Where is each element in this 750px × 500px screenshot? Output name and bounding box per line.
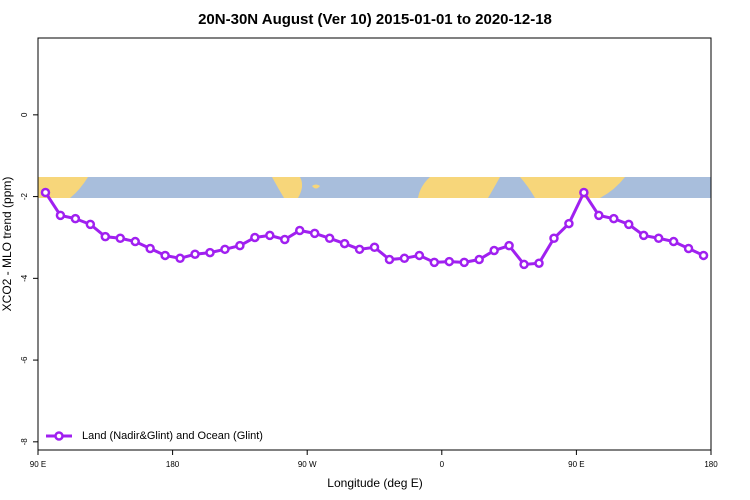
point: [698, 250, 709, 261]
point: [638, 230, 649, 241]
point: [294, 225, 305, 236]
point: [594, 210, 604, 221]
point: [653, 233, 664, 244]
point: [609, 213, 619, 224]
point: [549, 233, 559, 244]
map-band: [38, 177, 711, 198]
point: [579, 187, 589, 198]
point: [459, 257, 469, 268]
point: [40, 187, 51, 198]
x-tick-label: 0: [440, 460, 445, 469]
point: [384, 254, 395, 265]
point: [130, 236, 140, 247]
point: [339, 238, 350, 249]
point: [55, 210, 66, 221]
point: [519, 259, 529, 270]
point: [623, 219, 634, 230]
x-tick-label: 180: [166, 460, 180, 469]
y-tick-label: -6: [20, 356, 29, 364]
point: [190, 249, 200, 259]
point: [265, 230, 275, 241]
y-tick-label: -4: [20, 274, 29, 282]
point: [429, 257, 440, 268]
series-line: [44, 189, 705, 266]
point: [444, 256, 455, 267]
point: [399, 253, 410, 264]
point: [534, 258, 544, 268]
plot-frame: [37, 37, 712, 451]
point: [70, 213, 81, 224]
point: [115, 233, 126, 244]
point: [145, 243, 155, 254]
chart-title: 20N-30N August (Ver 10) 2015-01-01 to 20…: [198, 11, 552, 28]
point: [414, 250, 425, 261]
point: [250, 232, 260, 243]
point: [85, 219, 96, 230]
point: [369, 242, 380, 253]
point: [683, 243, 694, 254]
point: [309, 228, 320, 239]
legend-marker: [54, 431, 64, 441]
x-axis-label: Longitude (deg E): [327, 476, 422, 490]
point: [160, 250, 170, 261]
point: [220, 244, 230, 255]
y-tick-label: -2: [20, 192, 29, 200]
y-tick-label: 0: [20, 112, 29, 117]
x-tick-label: 180: [704, 460, 718, 469]
x-tick-label: 90 W: [298, 460, 317, 469]
point: [668, 236, 679, 247]
point: [100, 231, 111, 242]
point: [280, 234, 290, 245]
x-tick-label: 90 E: [30, 460, 46, 469]
point: [474, 254, 484, 265]
x-tick-label: 90 E: [568, 460, 584, 469]
point: [504, 240, 514, 251]
point: [205, 247, 215, 258]
point: [235, 240, 245, 251]
point: [354, 244, 365, 255]
legend-label: Land (Nadir&Glint) and Ocean (Glint): [82, 430, 263, 442]
y-tick-label: -8: [20, 438, 29, 446]
point: [175, 253, 185, 264]
y-axis-label: XCO2 - MLO trend (ppm): [0, 177, 14, 312]
point: [564, 218, 574, 229]
point: [489, 245, 499, 256]
point: [324, 233, 335, 244]
